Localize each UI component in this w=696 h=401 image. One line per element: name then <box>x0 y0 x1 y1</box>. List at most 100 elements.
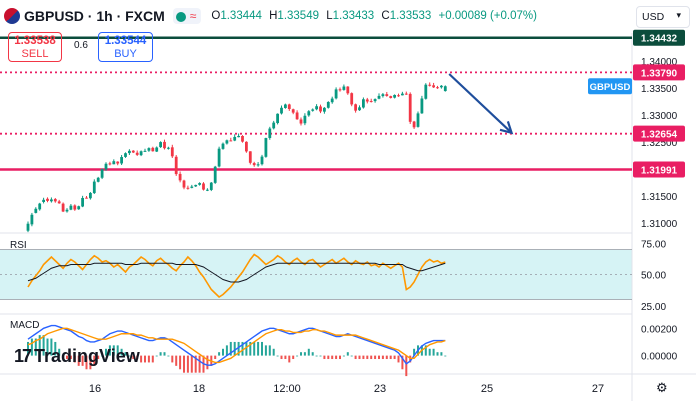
candle <box>338 89 342 91</box>
candle <box>30 214 34 225</box>
symbol-title[interactable]: GBPUSD · 1h · FXCM <box>24 8 165 24</box>
candle <box>186 187 190 189</box>
sell-button[interactable]: 1.33538 SELL <box>8 32 62 62</box>
candle <box>280 107 283 114</box>
candle <box>92 181 96 194</box>
macd-histogram-bar <box>303 352 306 356</box>
macd-histogram-bar <box>393 355 396 360</box>
macd-histogram-bar <box>378 355 380 360</box>
candle <box>268 128 272 138</box>
candle <box>287 104 291 110</box>
candle <box>330 98 334 103</box>
candle <box>209 182 213 190</box>
macd-histogram-bar <box>362 355 365 360</box>
macd-histogram-bar <box>85 355 88 370</box>
candle <box>440 85 443 88</box>
candle <box>167 147 170 149</box>
macd-histogram-bar <box>296 355 299 357</box>
candle <box>416 113 420 127</box>
candle <box>354 104 357 111</box>
candle <box>178 173 182 181</box>
candle <box>202 183 205 190</box>
macd-histogram-bar <box>436 352 439 356</box>
sell-price: 1.33538 <box>14 35 56 47</box>
tradingview-logo-icon: 17 <box>14 346 32 366</box>
macd-histogram-bar <box>175 355 178 366</box>
candle <box>245 141 248 152</box>
buy-label: BUY <box>114 48 137 60</box>
candle <box>221 143 225 149</box>
macd-histogram-bar <box>245 341 248 356</box>
time-tick-label: 16 <box>89 383 101 395</box>
projection-arrow-head <box>499 121 514 135</box>
macd-histogram-bar <box>424 345 427 356</box>
macd-histogram-bar <box>128 355 131 357</box>
macd-histogram-bar <box>183 355 185 373</box>
buy-button[interactable]: 1.33544 BUY <box>98 32 153 62</box>
gear-icon[interactable]: ⚙ <box>656 380 668 395</box>
macd-histogram-bar <box>108 345 111 356</box>
candle <box>116 161 120 164</box>
time-tick-label: 23 <box>374 383 386 395</box>
time-tick-label: 12:00 <box>273 383 301 395</box>
candle <box>50 199 53 202</box>
gbpusd-flag-icon <box>4 8 20 24</box>
candle <box>147 148 151 151</box>
macd-histogram-bar <box>292 355 295 360</box>
macd-histogram-bar <box>432 348 435 356</box>
rsi-label: RSI <box>10 240 27 251</box>
projection-arrow[interactable] <box>448 73 513 134</box>
macd-histogram-bar <box>249 341 252 356</box>
candle <box>182 180 186 188</box>
candle <box>315 106 318 110</box>
candle <box>408 93 412 122</box>
open-value: 1.33444 <box>220 10 262 22</box>
candle <box>404 93 408 95</box>
macd-histogram-bar <box>132 355 135 360</box>
macd-histogram-bar <box>69 355 72 360</box>
candle <box>61 203 65 212</box>
tradingview-watermark: 17 TradingView <box>14 346 140 367</box>
candle <box>295 112 299 120</box>
currency-value: USD <box>642 11 665 23</box>
macd-histogram-bar <box>136 355 139 360</box>
macd-histogram-bar <box>331 355 334 360</box>
buy-price: 1.33544 <box>104 35 147 47</box>
time-tick-label: 27 <box>592 383 604 395</box>
macd-histogram-bar <box>105 348 107 356</box>
macd-histogram-bar <box>261 341 263 356</box>
macd-histogram-bar <box>144 355 146 363</box>
macd-histogram-bar <box>198 355 201 373</box>
level-tag-support-1 <box>633 125 685 142</box>
compare-icon[interactable]: ≈ <box>189 9 197 23</box>
macd-histogram-bar <box>89 355 92 370</box>
candle <box>135 152 139 155</box>
candle <box>365 99 369 102</box>
candle <box>428 84 432 86</box>
candle <box>225 140 229 144</box>
macd-histogram-bar <box>116 345 119 356</box>
candle <box>412 121 416 128</box>
candle <box>362 99 365 108</box>
candle <box>143 150 147 152</box>
currency-select[interactable]: USD ▾ <box>636 6 690 28</box>
macd-histogram-bar <box>354 355 357 360</box>
time-tick-label: 18 <box>193 383 205 395</box>
candle <box>42 199 45 202</box>
candle <box>206 189 209 191</box>
candle <box>233 136 237 141</box>
candle <box>229 140 233 142</box>
candle <box>85 197 88 199</box>
macd-histogram-bar <box>366 355 369 360</box>
macd-histogram-bar <box>428 348 431 356</box>
macd-histogram-bar <box>77 355 80 366</box>
macd-histogram-bar <box>307 348 310 356</box>
watermark-text: TradingView <box>34 346 140 366</box>
price-tick-label: 1.32500 <box>641 138 678 149</box>
macd-histogram-bar <box>413 348 416 356</box>
candle <box>120 157 123 164</box>
indicator-pill[interactable]: ≈ <box>172 8 202 24</box>
macd-histogram-bar <box>214 355 217 360</box>
price-tick-label: 1.34000 <box>641 57 678 68</box>
